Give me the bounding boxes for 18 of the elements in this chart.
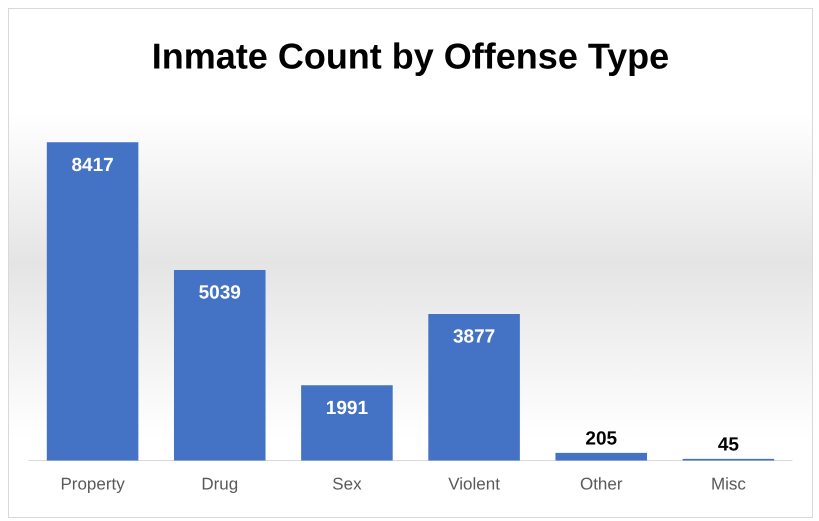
chart-title: Inmate Count by Offense Type (152, 36, 670, 77)
x-tick-label: Property (60, 474, 126, 494)
bar (428, 314, 520, 461)
data-label: 5039 (198, 282, 241, 304)
data-label: 8417 (71, 154, 114, 176)
x-tick-label: Other (580, 474, 623, 494)
bar (174, 270, 266, 461)
bar (301, 385, 393, 461)
x-tick-label: Sex (332, 474, 362, 494)
data-label: 3877 (452, 326, 496, 348)
data-label: 205 (585, 428, 618, 450)
bar (46, 142, 138, 461)
data-label: 45 (718, 434, 740, 456)
bar (555, 452, 648, 461)
x-tick-label: Misc (710, 474, 746, 494)
x-tick-label: Drug (201, 474, 238, 494)
x-tick-label: Violent (448, 474, 500, 494)
data-label: 1991 (326, 398, 368, 420)
